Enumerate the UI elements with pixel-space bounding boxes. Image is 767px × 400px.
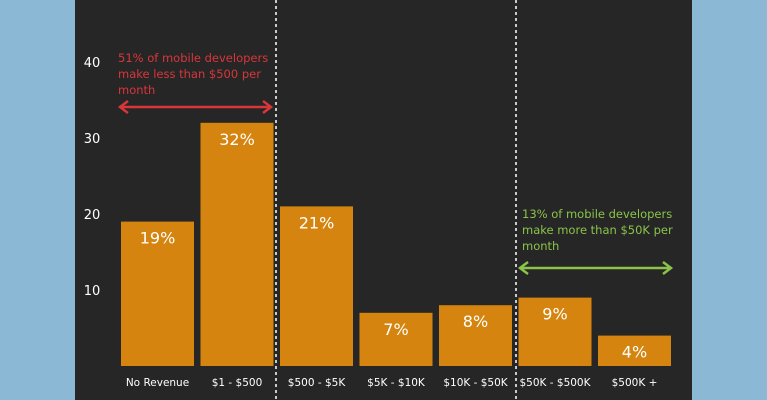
arrow-head-right-icon [262, 100, 274, 114]
data-label: 21% [299, 213, 335, 232]
bar [598, 335, 671, 366]
x-tick-label: $500 - $5K [288, 377, 347, 389]
data-label: 19% [140, 229, 176, 248]
bar [518, 297, 592, 366]
data-label: 4% [622, 343, 647, 362]
x-tick-label: $10K - $50K [443, 377, 508, 389]
data-label: 9% [542, 305, 567, 324]
arrow-head-left-icon [117, 100, 129, 114]
y-tick-label: 20 [84, 208, 101, 223]
x-tick-label: No Revenue [126, 377, 189, 389]
annotation-text: make more than $50K per [522, 223, 673, 237]
x-tick-label: $50K - $500K [520, 377, 592, 389]
y-tick-label: 30 [84, 132, 101, 147]
x-tick-label: $5K - $10K [367, 377, 426, 389]
data-label: 8% [463, 312, 488, 331]
bar [121, 221, 194, 366]
bar [280, 206, 353, 366]
annotation-text: 13% of mobile developers [522, 207, 672, 221]
annotation-text: month [522, 239, 559, 253]
annotation-text: 51% of mobile developers [118, 51, 268, 65]
annotation-text: month [118, 83, 155, 97]
bar [359, 312, 433, 366]
bar [200, 122, 274, 366]
data-label: 32% [219, 130, 255, 149]
x-tick-label: $1 - $500 [212, 377, 263, 389]
annotation-text: make less than $500 per [118, 67, 261, 81]
arrow-head-left-icon [517, 261, 529, 275]
bar [439, 305, 512, 366]
y-tick-label: 10 [84, 284, 101, 299]
y-tick-label: 40 [84, 56, 101, 71]
data-label: 7% [383, 320, 408, 339]
arrow-head-right-icon [662, 261, 674, 275]
x-tick-label: $500K + [612, 377, 658, 389]
